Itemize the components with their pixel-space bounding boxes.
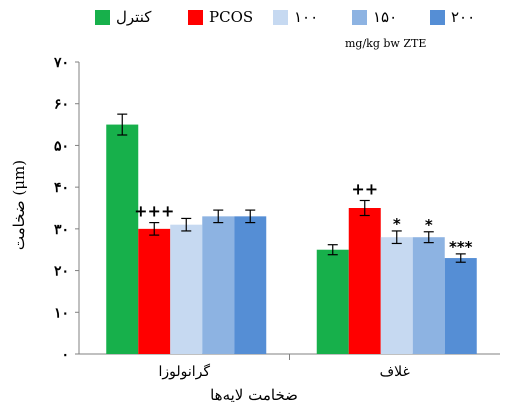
legend-swatch-100 <box>273 9 288 25</box>
legend-label-pcos: PCOS <box>209 8 254 26</box>
legend-swatch-pcos <box>188 9 203 25</box>
legend-item-100: ۱۰۰ <box>273 6 318 28</box>
y-tick-label: ۳۰ <box>54 222 69 238</box>
legend-swatch-200 <box>430 9 445 25</box>
bar <box>202 216 235 354</box>
legend-label-200: ۲۰۰ <box>451 8 476 26</box>
significance-mark: +++ <box>134 202 174 221</box>
legend-item-control: کنترل <box>95 6 151 28</box>
bar <box>316 249 349 354</box>
y-tick-label: ۱۰ <box>54 305 69 321</box>
legend-swatch-control <box>95 9 110 25</box>
bar <box>138 228 171 354</box>
y-tick-label: ۷۰ <box>53 55 69 71</box>
bar <box>106 124 139 354</box>
legend-item-pcos: PCOS <box>188 6 253 28</box>
legend-item-200: ۲۰۰ <box>430 6 475 28</box>
y-tick-label: ۴۰ <box>54 180 69 196</box>
y-tick-label: ۵۰ <box>54 138 69 154</box>
bar <box>444 258 477 354</box>
legend-label-control: کنترل <box>116 8 152 26</box>
y-tick-label: ۰ <box>61 347 69 363</box>
y-tick-label: ۲۰ <box>54 264 69 280</box>
legend-label-150: ۱۵۰ <box>373 8 398 26</box>
legend: کنترل PCOS ۱۰۰ ۱۵۰ ۲۰۰ mg/kg bw ZTE <box>0 0 508 60</box>
legend-item-150: ۱۵۰ <box>352 6 397 28</box>
significance-mark: * <box>425 216 433 234</box>
significance-mark: *** <box>449 238 473 256</box>
bar <box>348 208 381 354</box>
x-axis-title: ضخامت لایه‌ها <box>210 386 298 404</box>
legend-subtitle: mg/kg bw ZTE <box>345 37 427 50</box>
significance-mark: * <box>393 215 401 233</box>
bar <box>234 216 267 354</box>
legend-swatch-150 <box>352 9 367 25</box>
legend-label-100: ۱۰۰ <box>294 8 319 26</box>
bar <box>412 237 445 354</box>
x-category-label: غلاف <box>380 364 410 380</box>
bar <box>380 237 413 354</box>
x-category-label: گرانولوزا <box>158 363 210 380</box>
bar <box>170 224 203 354</box>
y-tick-label: ۶۰ <box>54 97 69 113</box>
significance-mark: ++ <box>351 179 378 198</box>
